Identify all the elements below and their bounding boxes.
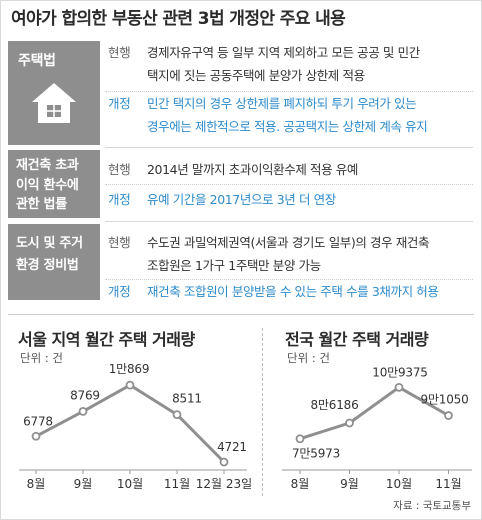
data-label: 8511 bbox=[172, 392, 202, 406]
revised-tag: 개정 bbox=[108, 96, 131, 111]
house-body bbox=[32, 83, 76, 123]
data-point bbox=[219, 457, 229, 467]
law-label-housing-act: 주택법 bbox=[8, 41, 100, 145]
data-label: 9만1050 bbox=[420, 393, 468, 407]
law-name: 재건축 초과 이익 환수에 관한 법률 bbox=[8, 150, 100, 215]
section-separator bbox=[8, 314, 474, 315]
divider bbox=[105, 184, 473, 185]
chart-title: 전국 월간 주택 거래량 bbox=[285, 330, 429, 349]
data-point bbox=[345, 418, 354, 428]
law-name-line: 주택법 bbox=[18, 53, 56, 69]
divider bbox=[105, 91, 473, 92]
revised-text-line: 유예 기간을 2017년으로 3년 더 연장 bbox=[147, 192, 336, 207]
law-label-reconstruction-excess-profit-act: 재건축 초과 이익 환수에 관한 법률 bbox=[8, 150, 100, 218]
x-tick-label: 8월 bbox=[291, 477, 310, 491]
law-name-line: 이익 환수에 bbox=[16, 177, 79, 193]
law-label-urban-housing-improvement-act: 도시 및 주거 환경 정비법 bbox=[8, 224, 100, 300]
law-name-line: 관한 법률 bbox=[16, 197, 67, 212]
law-name: 주택법 bbox=[8, 41, 100, 70]
current-text-line: 택지에 짓는 공동주택에 분양가 상한제 적용 bbox=[147, 68, 365, 83]
law-name-line: 환경 정비법 bbox=[16, 258, 79, 273]
current-tag: 현행 bbox=[108, 235, 131, 250]
current-tag: 현행 bbox=[108, 45, 131, 60]
chart-unit-label: 단위 : 건 bbox=[287, 351, 330, 365]
x-tick-label: 9월 bbox=[340, 477, 359, 491]
x-tick-label: 10월 bbox=[117, 477, 143, 491]
law-name-line: 재건축 초과 bbox=[16, 158, 79, 173]
data-point bbox=[125, 380, 135, 390]
revised-text-line: 민간 택지의 경우 상한제를 폐지하되 투기 우려가 있는 bbox=[147, 96, 417, 111]
data-label: 8769 bbox=[70, 388, 100, 402]
x-tick-label: 12월 23일 bbox=[196, 477, 252, 491]
x-tick-label: 11월 bbox=[164, 477, 190, 491]
data-point bbox=[394, 382, 404, 392]
current-text-line: 수도권 과밀억제권역(서울과 경기도 일부)의 경우 재건축 bbox=[147, 235, 430, 250]
data-point bbox=[31, 431, 41, 441]
chart-seoul-monthly-transactions: 8월 9월 10월 11월 12월 23일 6778 8769 1만869 8511 4721 bbox=[19, 362, 252, 491]
chart-divider bbox=[262, 328, 263, 496]
data-label: 8만6186 bbox=[310, 398, 358, 412]
current-tag: 현행 bbox=[108, 162, 131, 177]
law-name: 도시 및 주거 환경 정비법 bbox=[8, 224, 100, 277]
data-point bbox=[78, 406, 88, 416]
x-tick-label: 11월 bbox=[435, 477, 461, 491]
chart-title: 서울 지역 월간 주택 거래량 bbox=[18, 330, 195, 349]
series-line bbox=[298, 385, 450, 441]
data-point bbox=[295, 434, 305, 444]
house-icon bbox=[32, 83, 76, 123]
x-tick-label: 8월 bbox=[27, 477, 46, 491]
data-point bbox=[172, 410, 182, 420]
current-text-line: 경제자유구역 등 일부 지역 제외하고 모든 공공 및 민간 bbox=[147, 45, 420, 60]
data-label: 7만5973 bbox=[292, 447, 340, 461]
source-credit: 자료 : 국토교통부 bbox=[393, 500, 471, 512]
data-point bbox=[444, 411, 453, 420]
row-separator bbox=[105, 221, 473, 222]
divider bbox=[105, 279, 473, 280]
row-separator bbox=[105, 147, 473, 148]
data-label: 6778 bbox=[23, 414, 53, 428]
data-label: 1만869 bbox=[109, 362, 150, 376]
data-label: 10만9375 bbox=[372, 365, 427, 379]
x-tick-label: 10월 bbox=[386, 477, 412, 491]
revised-text-line: 경우에는 제한적으로 적용. 공공택지는 상한제 계속 유지 bbox=[147, 119, 428, 134]
data-label: 4721 bbox=[217, 440, 247, 454]
x-tick-label: 9월 bbox=[74, 477, 93, 491]
page-title: 여야가 합의한 부동산 관련 3법 개정안 주요 내용 bbox=[11, 9, 346, 29]
chart-national-monthly-transactions: 8월 9월 10월 11월 7만5973 8만6186 10만9375 9만1050 bbox=[282, 365, 472, 491]
current-text-line: 조합원은 1가구 1주택만 분양 가능 bbox=[147, 258, 321, 273]
revised-text-line: 재건축 조합원이 분양받을 수 있는 주택 수를 3채까지 허용 bbox=[147, 284, 439, 299]
revised-tag: 개정 bbox=[108, 284, 131, 299]
revised-tag: 개정 bbox=[108, 192, 131, 207]
chart-unit-label: 단위 : 건 bbox=[20, 351, 63, 365]
current-text-line: 2014년 말까지 초과이익환수제 적용 유예 bbox=[147, 162, 359, 177]
law-name-line: 도시 및 주거 bbox=[16, 236, 83, 251]
